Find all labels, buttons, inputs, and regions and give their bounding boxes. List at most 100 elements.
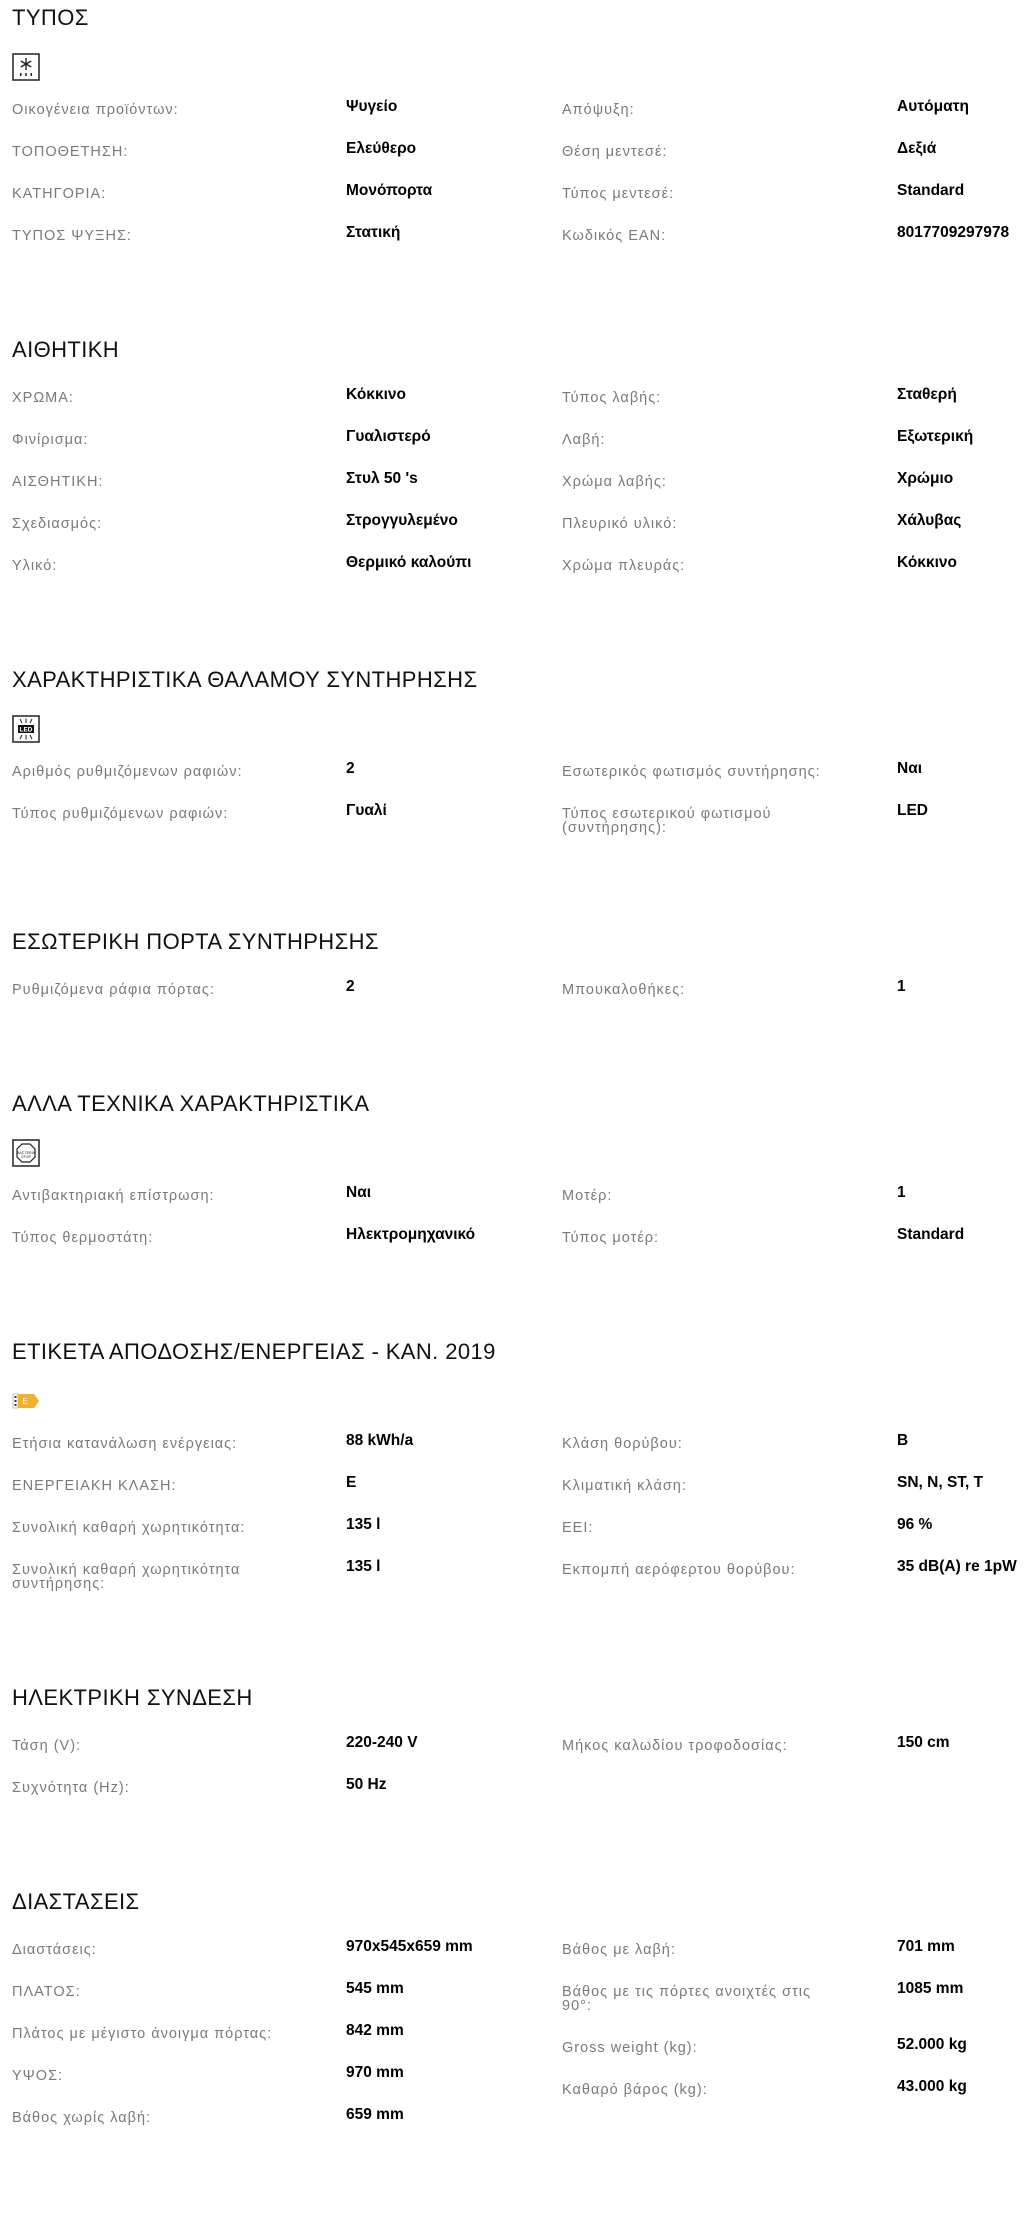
svg-text:STOP: STOP bbox=[21, 1155, 31, 1159]
spec-column-left: Διαστάσεις: 970x545x659 mm ΠΛΑΤΟΣ: 545 mm Πλ… bbox=[12, 1929, 562, 2139]
spec-label: Χρώμα πλευράς: bbox=[562, 558, 686, 574]
spec-label: Gross weight (kg): bbox=[562, 2040, 698, 2056]
spec-value: Γυαλιστερό bbox=[346, 428, 431, 445]
spec-label: Αριθμός ρυθμιζόμενων ραφιών: bbox=[12, 764, 243, 780]
spec-value: 970x545x659 mm bbox=[346, 1938, 473, 1955]
spec-value: Κόκκινο bbox=[346, 386, 406, 403]
spec-value: 970 mm bbox=[346, 2064, 404, 2081]
spec-row: Συχνότητα (Hz): 50 Hz bbox=[12, 1767, 562, 1809]
spec-label: Συνολική καθαρή χωρητικότητα: bbox=[12, 1520, 246, 1536]
spec-row: Κλάση θορύβου: B bbox=[562, 1423, 1024, 1465]
spec-value: Κόκκινο bbox=[897, 554, 957, 571]
spec-row: Διαστάσεις: 970x545x659 mm bbox=[12, 1929, 562, 1971]
spec-row: Gross weight (kg): 52.000 kg bbox=[562, 2027, 1024, 2069]
spec-label: Κωδικός EAN: bbox=[562, 228, 667, 244]
spec-value: 2 bbox=[346, 978, 355, 995]
spec-label: Εκπομπή αερόφερτου θορύβου: bbox=[562, 1562, 796, 1578]
spec-row: Ετήσια κατανάλωση ενέργειας: 88 kWh/a bbox=[12, 1423, 562, 1465]
spec-row: ΤΥΠΟΣ ΨΥΞΗΣ: Στατική bbox=[12, 215, 562, 257]
spec-label: Τύπος ρυθμιζόμενων ραφιών: bbox=[12, 806, 229, 822]
spec-column-left: Αριθμός ρυθμιζόμενων ραφιών: 2 Τύπος ρυθμι… bbox=[12, 751, 562, 849]
section-title: ΤΥΠΟΣ bbox=[12, 5, 89, 30]
spec-row: ΚΑΤΗΓΟΡΙΑ: Μονόπορτα bbox=[12, 173, 562, 215]
spec-column-right: Βάθος με λαβή: 701 mm Βάθος με τις πόρτες … bbox=[562, 1929, 1024, 2139]
spec-value: Εξωτερική bbox=[897, 428, 974, 445]
section-title: ΧΑΡΑΚΤΗΡΙΣΤΙΚΑ ΘΑΛΑΜΟΥ ΣΥΝΤΗΡΗΣΗΣ bbox=[12, 667, 478, 692]
spec-label: Τύπος θερμοστάτη: bbox=[12, 1230, 154, 1246]
spec-row: Τύπος μεντεσέ: Standard bbox=[562, 173, 1024, 215]
svg-text:LED: LED bbox=[20, 727, 33, 734]
spec-value: Στρογγυλεμένο bbox=[346, 512, 458, 529]
led-icon: LED bbox=[12, 715, 40, 743]
spec-label: Ρυθμιζόμενα ράφια πόρτας: bbox=[12, 982, 215, 998]
spec-value: Στυλ 50 's bbox=[346, 470, 418, 487]
spec-row: Ρυθμιζόμενα ράφια πόρτας: 2 bbox=[12, 969, 562, 1011]
spec-label: Μήκος καλωδίου τροφοδοσίας: bbox=[562, 1738, 788, 1754]
bacteria-stop-icon: BACTERIA STOP bbox=[12, 1139, 40, 1167]
spec-label: Απόψυξη: bbox=[562, 102, 635, 118]
spec-value: Ψυγείο bbox=[346, 98, 398, 115]
spec-value: Δεξιά bbox=[897, 140, 937, 157]
spec-label: Τύπος εσωτερικού φωτισμού (συντήρησης): bbox=[562, 806, 772, 836]
spec-section: ΕΣΩΤΕΡΙΚΗ ΠΟΡΤΑ ΣΥΝΤΗΡΗΣΗΣ Ρυθμιζόμενα ρά… bbox=[12, 927, 1024, 1011]
spec-label: Πλευρικό υλικό: bbox=[562, 516, 678, 532]
spec-row: ΥΨΟΣ: 970 mm bbox=[12, 2055, 562, 2097]
spec-label: Συνολική καθαρή χωρητικότητα συντήρησης: bbox=[12, 1562, 241, 1592]
spec-row: Καθαρό βάρος (kg): 43.000 kg bbox=[562, 2069, 1024, 2111]
spec-row: Χρώμα πλευράς: Κόκκινο bbox=[562, 545, 1024, 587]
spec-row: Τύπος ρυθμιζόμενων ραφιών: Γυαλί bbox=[12, 793, 562, 835]
spec-section: ΤΥΠΟΣ Οικογένεια προϊόντων: Ψυγείο ΤΟΠΟΘΕΤΗ… bbox=[12, 3, 1024, 257]
spec-value: 50 Hz bbox=[346, 1776, 387, 1793]
spec-row: Κωδικός EAN: 8017709297978 bbox=[562, 215, 1024, 257]
spec-row: Υλικό: Θερμικό καλούπι bbox=[12, 545, 562, 587]
spec-value: 52.000 kg bbox=[897, 2036, 967, 2053]
spec-label: Εσωτερικός φωτισμός συντήρησης: bbox=[562, 764, 821, 780]
spec-label: Μπουκαλοθήκες: bbox=[562, 982, 686, 998]
spec-label: Κλάση θορύβου: bbox=[562, 1436, 683, 1452]
spec-column-right: Μήκος καλωδίου τροφοδοσίας: 150 cm bbox=[562, 1725, 1024, 1809]
spec-label: Βάθος με λαβή: bbox=[562, 1942, 676, 1958]
spec-label: Υλικό: bbox=[12, 558, 58, 574]
spec-label: Φινίρισμα: bbox=[12, 432, 89, 448]
spec-columns: Ετήσια κατανάλωση ενέργειας: 88 kWh/a ΕΝΕΡ… bbox=[12, 1423, 1024, 1605]
spec-row: Βάθος χωρίς λαβή: 659 mm bbox=[12, 2097, 562, 2139]
spec-row: Τύπος εσωτερικού φωτισμού (συντήρησης): L… bbox=[562, 793, 1024, 849]
spec-label: Πλάτος με μέγιστο άνοιγμα πόρτας: bbox=[12, 2026, 273, 2042]
spec-column-right: Απόψυξη: Αυτόματη Θέση μεντεσέ: Δεξιά Τύπος … bbox=[562, 89, 1024, 257]
spec-label: Καθαρό βάρος (kg): bbox=[562, 2082, 708, 2098]
spec-label: Αντιβακτηριακή επίστρωση: bbox=[12, 1188, 215, 1204]
spec-value: Μονόπορτα bbox=[346, 182, 433, 199]
spec-label: ΤΟΠΟΘΕΤΗΣΗ: bbox=[12, 144, 129, 160]
spec-column-left: Ετήσια κατανάλωση ενέργειας: 88 kWh/a ΕΝΕΡ… bbox=[12, 1423, 562, 1605]
svg-text:BACTERIA: BACTERIA bbox=[17, 1151, 36, 1155]
spec-row: Συνολική καθαρή χωρητικότητα συντήρησης:… bbox=[12, 1549, 562, 1605]
spec-value: Θερμικό καλούπι bbox=[346, 554, 472, 571]
spec-value: 135 l bbox=[346, 1516, 381, 1533]
spec-label: Βάθος χωρίς λαβή: bbox=[12, 2110, 152, 2126]
spec-row: Μπουκαλοθήκες: 1 bbox=[562, 969, 1024, 1011]
spec-value: Ηλεκτρομηχανικό bbox=[346, 1226, 476, 1243]
spec-row: Θέση μεντεσέ: Δεξιά bbox=[562, 131, 1024, 173]
spec-column-left: Ρυθμιζόμενα ράφια πόρτας: 2 bbox=[12, 969, 562, 1011]
spec-value: 8017709297978 bbox=[897, 224, 1010, 241]
spec-label: Βάθος με τις πόρτες ανοιχτές στις 90°: bbox=[562, 1984, 811, 2014]
spec-row: Απόψυξη: Αυτόματη bbox=[562, 89, 1024, 131]
spec-value: 135 l bbox=[346, 1558, 381, 1575]
spec-column-left: Οικογένεια προϊόντων: Ψυγείο ΤΟΠΟΘΕΤΗΣΗ: Ελ… bbox=[12, 89, 562, 257]
spec-row: ΕΝΕΡΓΕΙΑΚΗ ΚΛΑΣΗ: E bbox=[12, 1465, 562, 1507]
section-title: ΔΙΑΣΤΑΣΕΙΣ bbox=[12, 1889, 140, 1914]
section-title: ΕΤΙΚΕΤΑ ΑΠΟΔΟΣΗΣ/ΕΝΕΡΓΕΙΑΣ - ΚΑΝ. 2019 bbox=[12, 1339, 496, 1364]
spec-section: ΧΑΡΑΚΤΗΡΙΣΤΙΚΑ ΘΑΛΑΜΟΥ ΣΥΝΤΗΡΗΣΗΣ LED Αριθ… bbox=[12, 665, 1024, 849]
spec-row: ΠΛΑΤΟΣ: 545 mm bbox=[12, 1971, 562, 2013]
spec-row: ΑΙΣΘΗΤΙΚΗ: Στυλ 50 's bbox=[12, 461, 562, 503]
spec-value: Χρώμιο bbox=[897, 470, 954, 487]
spec-value: 96 % bbox=[897, 1516, 933, 1533]
spec-row: Εσωτερικός φωτισμός συντήρησης: Ναι bbox=[562, 751, 1024, 793]
spec-row: Οικογένεια προϊόντων: Ψυγείο bbox=[12, 89, 562, 131]
spec-label: Μοτέρ: bbox=[562, 1188, 613, 1204]
spec-value: 701 mm bbox=[897, 1938, 955, 1955]
spec-columns: ΧΡΩΜΑ: Κόκκινο Φινίρισμα: Γυαλιστερό ΑΙΣΘΗΤΙ… bbox=[12, 377, 1024, 587]
spec-value: Standard bbox=[897, 182, 965, 199]
spec-value: Ναι bbox=[346, 1184, 372, 1201]
spec-label: Συχνότητα (Hz): bbox=[12, 1780, 130, 1796]
